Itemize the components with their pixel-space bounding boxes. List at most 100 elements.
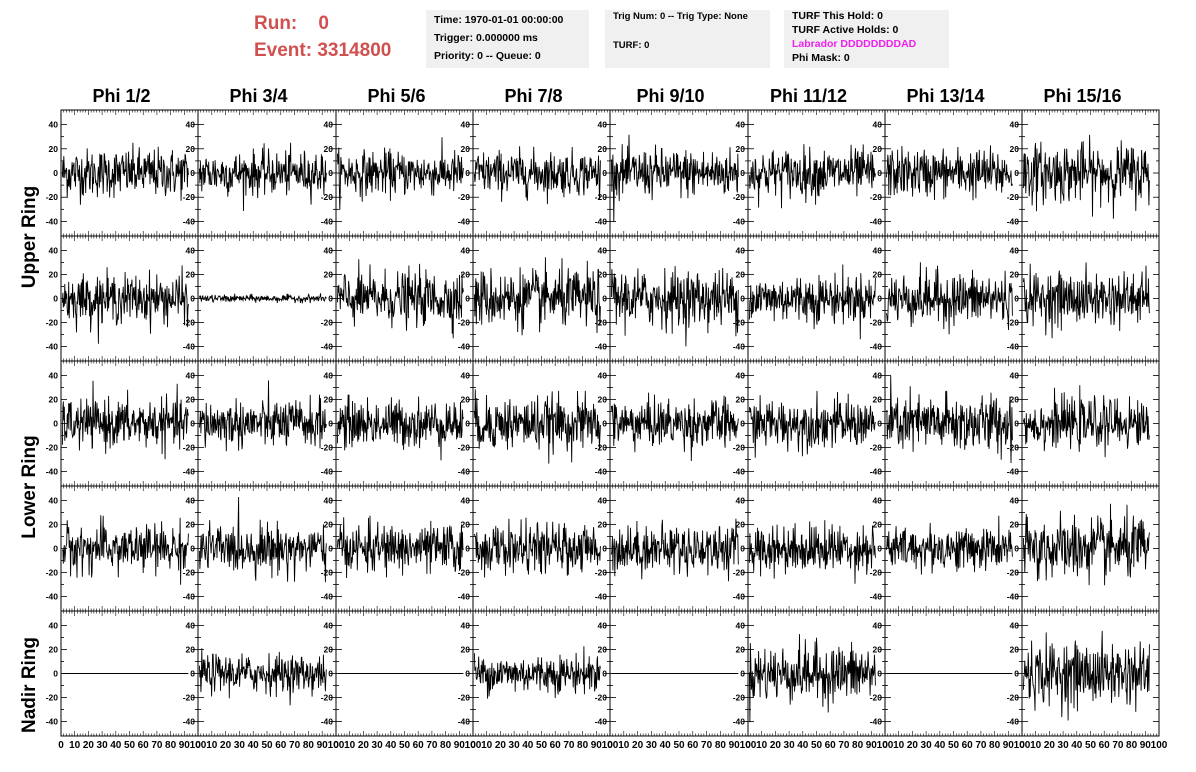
y-tick-label: -40: [1007, 592, 1020, 602]
y-tick-label: -20: [1007, 443, 1020, 453]
y-tick-label: 0: [53, 294, 58, 304]
y-tick-label: -20: [321, 568, 334, 578]
y-tick-label: -20: [733, 568, 746, 578]
y-tick-label: 40: [324, 370, 334, 380]
y-tick-label: 0: [740, 669, 745, 679]
y-tick-label: 0: [877, 294, 882, 304]
y-tick-label: -40: [733, 216, 746, 226]
y-tick-label: 0: [1014, 419, 1019, 429]
y-tick-label: 0: [328, 669, 333, 679]
waveform-trace: [610, 134, 739, 222]
turf-active-holds-text: TURF Active Holds: 0: [792, 24, 899, 36]
waveform-trace: [336, 137, 464, 211]
waveform-trace: [61, 380, 189, 460]
y-tick-label: -20: [321, 318, 334, 328]
phi-mask-text: Phi Mask: 0: [792, 52, 850, 64]
y-tick-label: 40: [324, 120, 334, 130]
y-tick-label: -40: [595, 467, 608, 477]
y-tick-label: 0: [328, 168, 333, 178]
y-tick-label: 40: [598, 370, 608, 380]
y-tick-label: 0: [740, 419, 745, 429]
waveform-trace: [198, 292, 327, 304]
y-tick-label: -20: [1007, 568, 1020, 578]
waveform-trace: [1022, 134, 1150, 219]
run-value: 0: [318, 13, 329, 34]
column-title: Phi 1/2: [92, 86, 151, 106]
y-tick-label: 0: [602, 168, 607, 178]
y-tick-label: 40: [186, 120, 196, 130]
y-tick-label: 0: [465, 669, 470, 679]
waveform-trace: [748, 144, 876, 209]
y-tick-label: -40: [595, 592, 608, 602]
y-tick-label: -20: [870, 318, 883, 328]
y-tick-label: 20: [1010, 519, 1020, 529]
y-tick-label: -20: [733, 192, 746, 202]
y-tick-label: -20: [733, 318, 746, 328]
y-tick-label: -40: [595, 342, 608, 352]
y-tick-label: 0: [740, 294, 745, 304]
y-tick-label: 0: [465, 544, 470, 554]
waveform-trace: [198, 648, 327, 706]
turf-info-box: TURF This Hold: 0 TURF Active Holds: 0 L…: [784, 10, 949, 68]
y-tick-label: 40: [598, 245, 608, 255]
waveform-trace: [473, 146, 601, 205]
y-tick-label: 20: [736, 394, 746, 404]
y-tick-label: 40: [873, 370, 883, 380]
y-tick-label: 20: [324, 144, 334, 154]
y-tick-label: -40: [595, 717, 608, 727]
y-tick-label: -40: [733, 592, 746, 602]
column-title: Phi 15/16: [1043, 86, 1122, 106]
waveform-trace: [336, 259, 464, 339]
y-tick-label: 20: [598, 394, 608, 404]
trig-info-box: Trig Num: 0 -- Trig Type: None TURF: 0: [605, 10, 770, 68]
y-tick-label: -40: [183, 467, 196, 477]
y-tick-label: -40: [458, 216, 471, 226]
y-tick-label: -20: [1007, 318, 1020, 328]
y-tick-label: -40: [1007, 342, 1020, 352]
waveform-trace: [61, 142, 189, 205]
y-tick-label: 20: [598, 269, 608, 279]
y-tick-label: 20: [736, 519, 746, 529]
y-tick-label: -40: [321, 342, 334, 352]
y-tick-label: 20: [186, 269, 196, 279]
waveform-trace: [473, 646, 601, 699]
y-tick-label: -20: [733, 443, 746, 453]
waveform-trace: [610, 518, 739, 582]
y-tick-label: 40: [598, 495, 608, 505]
y-tick-label: -20: [321, 443, 334, 453]
waveform-trace: [886, 375, 1013, 464]
time-info-box: Time: 1970-01-01 00:00:00 Trigger: 0.000…: [426, 10, 589, 68]
y-tick-label: 0: [190, 168, 195, 178]
y-tick-label: 40: [736, 620, 746, 630]
y-tick-label: -20: [595, 192, 608, 202]
y-tick-label: 0: [465, 419, 470, 429]
y-tick-label: 0: [740, 544, 745, 554]
y-tick-label: -20: [46, 568, 59, 578]
y-tick-label: 0: [877, 669, 882, 679]
y-tick-label: -40: [46, 342, 59, 352]
y-tick-label: 0: [328, 419, 333, 429]
y-tick-label: -40: [458, 717, 471, 727]
y-tick-label: -40: [321, 592, 334, 602]
y-tick-label: 0: [465, 168, 470, 178]
y-tick-label: 40: [598, 620, 608, 630]
y-tick-label: 0: [53, 669, 58, 679]
y-tick-label: 20: [186, 519, 196, 529]
y-tick-label: 20: [49, 394, 59, 404]
y-tick-label: -20: [595, 693, 608, 703]
y-tick-label: -20: [458, 568, 471, 578]
waveform-trace: [198, 380, 327, 452]
y-tick-label: 20: [461, 144, 471, 154]
y-tick-label: 20: [873, 519, 883, 529]
y-tick-label: -20: [595, 318, 608, 328]
y-tick-label: -20: [46, 318, 59, 328]
waveform-trace: [748, 264, 876, 340]
y-tick-label: -40: [321, 717, 334, 727]
y-tick-label: 20: [873, 394, 883, 404]
waveform-trace: [885, 262, 1013, 335]
y-tick-label: -20: [46, 443, 59, 453]
y-tick-label: -40: [870, 216, 883, 226]
y-tick-label: 40: [461, 370, 471, 380]
time-text: Time: 1970-01-01 00:00:00: [434, 14, 564, 26]
y-tick-label: 20: [873, 144, 883, 154]
